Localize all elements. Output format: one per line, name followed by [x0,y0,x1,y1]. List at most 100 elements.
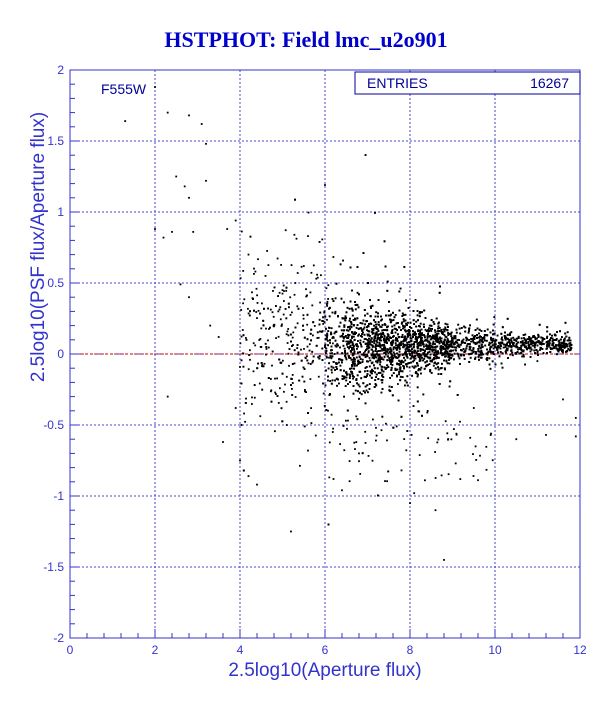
data-point [331,298,334,300]
data-point [443,340,445,343]
data-point [404,348,407,351]
data-point [440,348,443,350]
data-point [409,502,411,504]
data-point [248,314,251,317]
data-point [402,324,404,327]
data-point [460,327,463,329]
data-point [335,377,338,380]
data-point [324,343,327,346]
data-point [391,325,394,328]
data-point [409,340,412,343]
data-point [562,346,564,348]
data-point [344,353,347,356]
data-point [405,363,407,366]
data-point [281,372,284,375]
data-point [171,231,173,233]
data-point [529,346,532,349]
data-point [438,340,440,343]
data-point [486,328,489,331]
data-point [343,301,345,304]
data-point [422,393,425,396]
data-point [375,348,377,350]
data-point [394,331,397,334]
data-point [427,364,429,366]
data-point [347,326,349,329]
data-point [273,323,276,326]
data-point [332,366,335,369]
data-point [285,317,288,320]
data-point [416,310,419,312]
data-point [350,307,353,310]
data-point [343,324,346,327]
data-point [521,349,523,352]
data-point [371,372,373,375]
data-point [345,329,348,332]
data-point [381,388,384,390]
data-point [288,306,290,309]
data-point [288,348,291,350]
data-point [411,365,414,368]
data-point [451,354,454,357]
data-point [527,340,530,343]
data-point [402,361,405,364]
data-point [341,361,343,364]
data-point [568,336,571,339]
data-point [257,362,259,365]
data-point [497,351,499,354]
data-point [395,322,398,325]
data-point [427,346,430,348]
data-point [513,339,516,341]
data-point [489,346,492,349]
data-point [323,311,326,314]
data-point [431,336,434,339]
data-point [472,339,474,342]
data-point [558,348,561,351]
data-point [355,326,358,329]
data-point [371,348,373,351]
data-point [188,196,190,199]
data-point [349,339,352,342]
data-point [377,354,379,357]
data-point [397,399,400,402]
data-point [400,322,403,325]
data-point [302,329,305,331]
data-point [405,337,408,340]
data-point [264,275,267,277]
data-point [188,114,190,117]
data-point [404,335,406,338]
data-point [362,390,365,392]
data-point [439,336,441,339]
data-point [453,335,456,338]
data-point [406,334,409,337]
data-point [441,362,443,365]
data-point [404,325,406,328]
data-point [280,407,283,410]
data-point [341,378,344,380]
data-point [409,334,412,337]
data-point [529,350,532,353]
data-point [426,360,428,363]
data-point [267,377,270,379]
data-point [402,365,404,367]
data-point [466,338,469,341]
data-point [319,311,322,314]
data-point [358,293,360,296]
data-point [421,348,424,351]
data-point [373,357,375,360]
data-point [528,336,531,338]
data-point [336,343,339,346]
data-point [260,362,263,364]
data-point [386,364,389,367]
data-point [398,350,401,353]
data-point [551,340,554,342]
data-point [328,315,331,318]
data-point [407,346,410,348]
data-point [427,333,429,336]
data-point [444,326,447,329]
data-point [548,342,551,345]
data-point [413,366,416,369]
data-point [416,343,419,345]
data-point [349,317,351,320]
data-point [371,304,374,307]
data-point [321,347,324,350]
